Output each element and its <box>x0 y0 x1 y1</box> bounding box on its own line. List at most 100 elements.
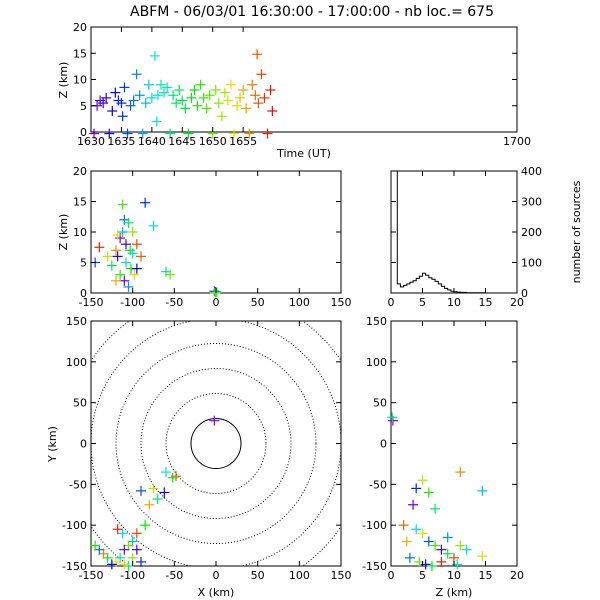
histogram-y-label: number of sources <box>570 180 583 283</box>
figure-title: ABFM - 06/03/01 16:30:00 - 17:00:00 - nb… <box>130 4 494 20</box>
data-point <box>229 128 240 139</box>
data-point <box>430 503 441 514</box>
data-point <box>247 79 258 90</box>
y-tick-label: -150 <box>62 560 87 573</box>
data-point <box>256 69 267 80</box>
data-point <box>148 220 159 231</box>
data-point <box>102 552 113 563</box>
data-point <box>180 103 191 114</box>
data-point <box>136 556 146 567</box>
data-point <box>259 92 270 103</box>
y-tick-label: -50 <box>69 478 87 491</box>
data-point <box>209 286 220 297</box>
data-point <box>183 128 194 139</box>
x-tick-label: 10 <box>447 296 461 309</box>
xy-frame <box>90 320 342 567</box>
data-point <box>162 82 173 93</box>
histogram-line <box>391 170 517 294</box>
data-point <box>98 548 109 559</box>
range-ring <box>91 321 341 566</box>
data-point <box>168 90 179 101</box>
data-point <box>116 98 127 109</box>
x-tick-label: 15 <box>479 569 493 582</box>
data-point <box>201 103 212 114</box>
xy-panel: -150 -100 -50 0 50 100 150 -150 -100 -50 0 50 100 15… <box>46 315 352 599</box>
x-tick-label: 100 <box>289 569 310 582</box>
data-point <box>252 49 263 60</box>
data-point <box>111 275 121 286</box>
data-point <box>265 85 276 95</box>
y-tick-label: 100 <box>66 356 87 369</box>
data-point <box>436 556 447 567</box>
histogram-panel: 0 5 10 15 20 0 100 200 300 400 number of sources <box>388 165 584 309</box>
xy-marks <box>90 415 220 571</box>
y-tick-label: 5 <box>80 257 87 270</box>
data-point <box>104 128 115 139</box>
x-tick-label: 1655 <box>229 135 257 148</box>
y-tick-label: 300 <box>521 196 542 209</box>
data-point <box>140 98 151 109</box>
histogram-frame <box>390 170 518 294</box>
data-point <box>119 544 130 555</box>
data-point <box>127 536 138 547</box>
data-point <box>123 281 134 292</box>
data-point <box>211 287 222 298</box>
data-point <box>137 128 148 139</box>
y-tick-label: 150 <box>366 315 387 328</box>
y-tick-label: 15 <box>73 47 87 60</box>
xy-y-ticks: -150 -100 -50 0 50 100 150 <box>62 315 341 573</box>
y-tick-label: 20 <box>73 165 87 178</box>
data-point <box>112 230 123 241</box>
range-ring <box>140 368 292 519</box>
data-point <box>140 197 151 208</box>
data-point <box>90 540 101 551</box>
y-tick-label: 200 <box>521 226 542 239</box>
xz-panel: -150 -100 -50 0 50 100 150 0 5 10 15 20 Z (km) <box>57 165 352 309</box>
data-point <box>423 487 434 498</box>
data-point <box>128 95 139 106</box>
data-point <box>117 528 128 539</box>
time-height-x-ticks: 1630 1635 1640 1645 1650 1655 1700 <box>77 27 531 148</box>
x-tick-label: 0 <box>213 569 220 582</box>
x-tick-label: 1700 <box>503 135 531 148</box>
data-point <box>131 263 142 274</box>
x-tick-label: 5 <box>419 569 426 582</box>
data-point <box>152 494 163 505</box>
xz-marks <box>90 197 222 298</box>
data-point <box>144 499 155 510</box>
data-point <box>244 128 255 139</box>
data-point <box>146 92 157 103</box>
y-tick-label: -100 <box>62 519 87 532</box>
x-tick-label: 1650 <box>199 135 227 148</box>
data-point <box>112 251 123 262</box>
y-tick-label: 150 <box>66 315 87 328</box>
data-point <box>131 239 142 250</box>
data-point <box>387 412 398 423</box>
data-point <box>98 98 109 109</box>
data-point <box>174 85 185 95</box>
data-point <box>404 552 415 563</box>
data-point <box>134 90 145 101</box>
range-ring <box>190 418 242 469</box>
data-point <box>430 540 441 551</box>
data-point <box>241 103 252 114</box>
histogram-y-ticks: 0 100 200 300 400 <box>391 165 542 300</box>
range-rings <box>91 321 341 566</box>
data-point <box>408 499 419 510</box>
data-point <box>165 269 176 280</box>
y-tick-label: -100 <box>362 519 387 532</box>
x-tick-label: -50 <box>165 296 183 309</box>
data-point <box>436 544 447 555</box>
time-height-panel: 1630 1635 1640 1645 1650 1655 1700 0 5 10 15 20 Ti… <box>57 21 531 160</box>
data-point <box>129 269 140 280</box>
data-point <box>143 79 154 90</box>
data-point <box>195 79 206 90</box>
data-point <box>213 98 224 109</box>
time-height-frame <box>90 26 518 133</box>
data-point <box>112 524 123 535</box>
data-point <box>149 50 160 61</box>
x-tick-label: 0 <box>213 296 220 309</box>
xz-y-ticks: 0 5 10 15 20 <box>73 165 341 300</box>
histogram-x-ticks: 0 5 10 15 20 <box>388 171 524 309</box>
x-tick-label: 10 <box>447 569 461 582</box>
